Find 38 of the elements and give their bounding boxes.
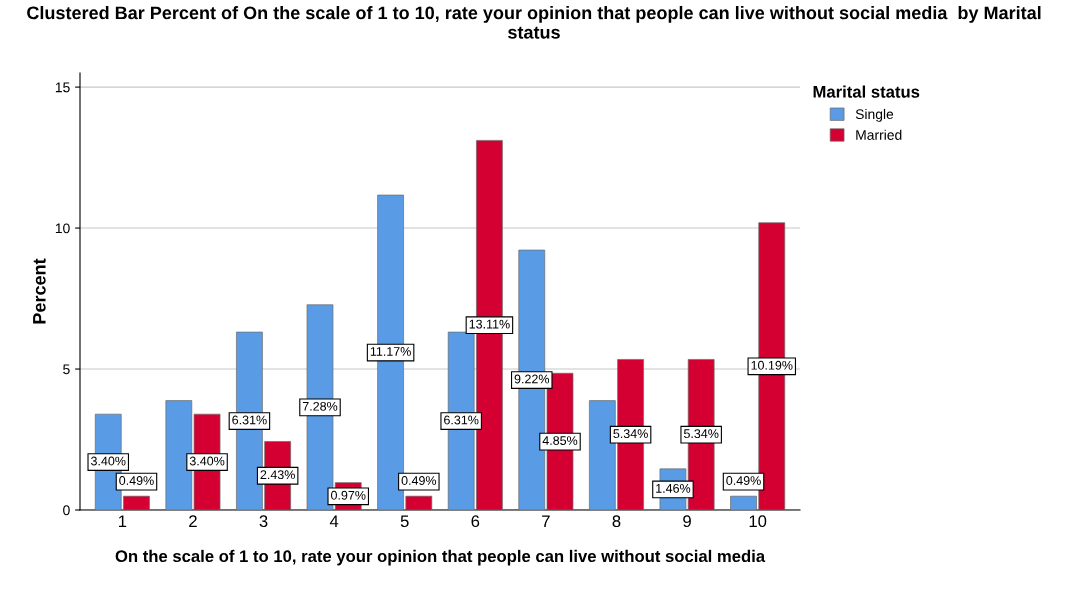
- x-tick-label: 7: [542, 515, 550, 527]
- data-label: 3.40%: [90, 456, 126, 466]
- y-tick-label: 5: [63, 364, 70, 375]
- data-label: 0.49%: [726, 476, 761, 485]
- x-tick-label: 3: [259, 515, 268, 528]
- data-label: 2.43%: [260, 470, 295, 480]
- x-tick-label: 10: [749, 515, 767, 528]
- data-label: 13.11%: [469, 319, 510, 329]
- legend-label: Single: [855, 108, 894, 122]
- x-tick-label: 1: [118, 515, 127, 527]
- data-label: 7.28%: [302, 401, 338, 411]
- data-label: 0.97%: [331, 490, 366, 500]
- data-label: 10.19%: [751, 360, 793, 370]
- x-tick-label: 2: [189, 515, 197, 527]
- y-tick-label: 15: [55, 82, 70, 93]
- data-label: 3.40%: [189, 456, 225, 466]
- legend-label: Married: [856, 129, 902, 140]
- data-label: 6.31%: [232, 415, 267, 425]
- data-label: 11.17%: [370, 347, 411, 356]
- x-tick-label: 4: [329, 515, 339, 527]
- legend-title: Marital status: [813, 85, 920, 98]
- data-label: 0.49%: [119, 476, 154, 485]
- x-tick-label: 9: [683, 515, 691, 528]
- y-axis-title: Percent: [33, 258, 46, 324]
- chart-title: Clustered Bar Percent of On the scale of 1 to 10, rate your opinion that people can live without social media by Marital status: [27, 6, 1041, 39]
- data-label: 9.22%: [514, 374, 550, 384]
- data-label: 5.34%: [683, 429, 719, 439]
- data-label: 5.34%: [613, 429, 648, 439]
- data-label: 0.49%: [401, 476, 437, 485]
- x-tick-label: 6: [471, 515, 480, 528]
- y-tick-label: 0: [63, 505, 70, 516]
- y-tick-label: 10: [55, 223, 70, 234]
- x-tick-label: 8: [612, 515, 621, 528]
- x-axis-title: On the scale of 1 to 10, rate your opinion that people can live without social media: [115, 549, 766, 566]
- data-label: 1.46%: [656, 483, 691, 493]
- data-label: 6.31%: [444, 415, 479, 425]
- data-label: 4.85%: [542, 436, 578, 445]
- x-tick-label: 5: [400, 515, 409, 528]
